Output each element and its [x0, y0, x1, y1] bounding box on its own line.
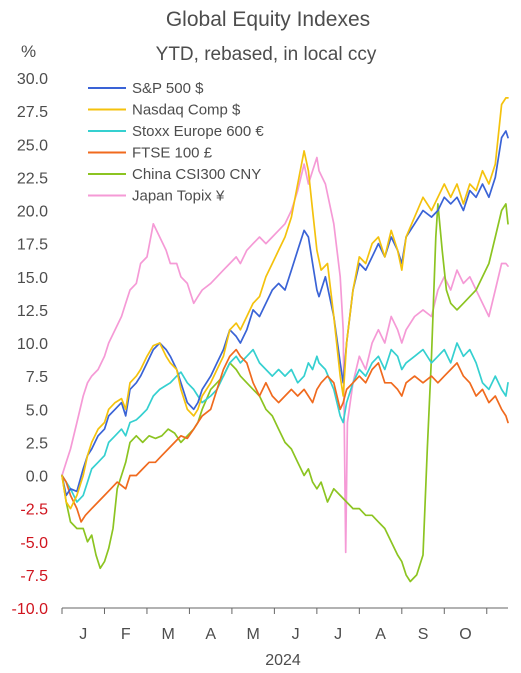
x-month-label: M — [162, 626, 175, 643]
y-tick-label: 20.0 — [17, 204, 48, 221]
y-tick-label: 12.5 — [17, 303, 48, 320]
x-month-label: A — [375, 626, 386, 643]
y-tick-label: 22.5 — [17, 170, 48, 187]
legend-label: Japan Topix ¥ — [132, 188, 225, 205]
y-tick-label: 7.5 — [26, 369, 48, 386]
y-tick-label: 10.0 — [17, 336, 48, 353]
legend-label: Nasdaq Comp $ — [132, 102, 241, 119]
x-month-label: O — [459, 626, 471, 643]
y-tick-label: 15.0 — [17, 270, 48, 287]
legend-label: S&P 500 $ — [132, 80, 204, 97]
x-month-label: F — [121, 626, 131, 643]
x-month-label: S — [418, 626, 429, 643]
legend-label: Stoxx Europe 600 € — [132, 123, 264, 140]
y-tick-label: -5.0 — [20, 535, 48, 552]
x-month-label: J — [292, 626, 300, 643]
series-line-3 — [61, 348, 509, 523]
y-tick-label: -2.5 — [20, 502, 48, 519]
legend-label: FTSE 100 £ — [132, 145, 213, 162]
series-line-0 — [61, 130, 509, 497]
x-month-label: A — [205, 626, 216, 643]
x-month-label: M — [246, 626, 259, 643]
y-tick-label: 2.5 — [26, 435, 48, 452]
legend: S&P 500 $ Nasdaq Comp $ Stoxx Europe 600 €… — [88, 80, 264, 205]
x-month-label: J — [79, 626, 87, 643]
series-line-2 — [61, 342, 509, 503]
y-tick-label: 0.0 — [26, 469, 48, 486]
y-tick-label: -7.5 — [20, 568, 48, 585]
y-tick-label: -10.0 — [12, 601, 49, 618]
y-axis-unit-label: % — [21, 42, 36, 61]
chart-subtitle: YTD, rebased, in local ccy — [156, 44, 377, 65]
series-line-5 — [61, 156, 509, 554]
legend-label: China CSI300 CNY — [132, 166, 261, 183]
chart-title: Global Equity Indexes — [166, 8, 370, 31]
y-tick-label: 5.0 — [26, 402, 48, 419]
x-axis-ticks — [61, 608, 488, 614]
y-tick-label: 17.5 — [17, 237, 48, 254]
x-axis-year-label: 2024 — [265, 652, 301, 669]
series-lines — [61, 97, 509, 583]
series-line-4 — [61, 203, 509, 583]
y-tick-label: 25.0 — [17, 137, 48, 154]
x-month-label: J — [334, 626, 342, 643]
series-line-1 — [61, 97, 509, 510]
y-tick-label: 30.0 — [17, 71, 48, 88]
y-tick-labels: 30.0 27.5 25.0 22.5 20.0 17.5 15.0 12.5 10.0 7.5 5… — [12, 71, 49, 618]
y-tick-label: 27.5 — [17, 104, 48, 121]
